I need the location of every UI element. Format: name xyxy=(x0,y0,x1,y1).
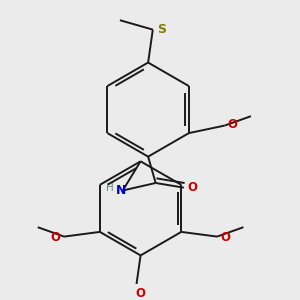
Text: O: O xyxy=(187,181,197,194)
Text: S: S xyxy=(157,23,166,36)
Text: O: O xyxy=(227,118,237,131)
Text: O: O xyxy=(220,231,231,244)
Text: H: H xyxy=(106,183,113,193)
Text: N: N xyxy=(116,184,126,197)
Text: O: O xyxy=(51,231,61,244)
Text: O: O xyxy=(136,287,146,300)
